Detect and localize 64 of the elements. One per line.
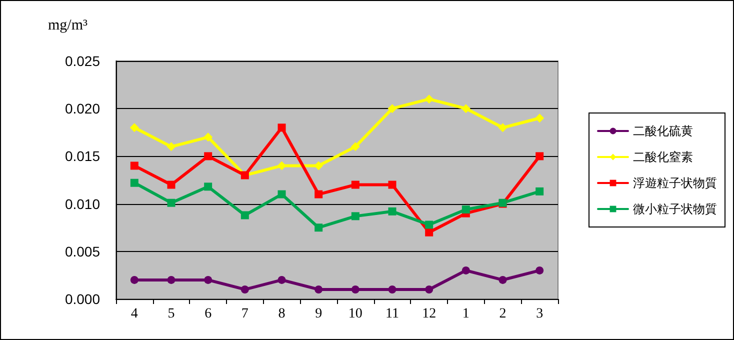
point [536,266,544,274]
point [130,276,138,284]
point [425,220,434,229]
point [350,142,360,152]
legend-label: 浮遊粒子状物質 [633,176,717,190]
x-tick-label: 2 [499,306,506,322]
y-tick-label: 0.005 [64,243,100,260]
point [388,104,397,114]
x-tick-label: 3 [536,306,544,322]
y-tick-label: 0.000 [64,291,100,307]
legend-label: 微小粒子状物質 [633,202,717,216]
point [351,180,360,189]
point [498,123,508,132]
point [278,124,286,132]
point [536,152,544,160]
x-tick-label: 8 [278,306,286,322]
x-tick-label: 4 [130,306,138,322]
point [204,276,212,284]
point [130,162,138,170]
point [166,142,176,152]
x-tick-label: 9 [315,306,322,322]
point [351,212,360,220]
point [461,104,470,114]
point [204,132,213,142]
x-tick-label: 5 [168,306,175,322]
point [130,178,138,187]
legend-label: 二酸化硫黄 [633,124,693,138]
point [351,285,360,294]
y-tick-label: 0.010 [64,196,100,212]
point [204,152,212,160]
point [535,114,544,123]
point [462,206,470,214]
point [536,187,544,196]
x-tick-label: 1 [462,306,470,322]
point [425,228,434,236]
legend-label: 二酸化窒素 [633,150,693,164]
point [167,276,176,284]
point [388,207,396,216]
y-axis-title: mg/m³ [48,18,88,34]
point [424,94,434,104]
x-tick-label: 12 [422,306,436,322]
y-tick-label: 0.020 [64,100,100,117]
x-tick-label: 6 [204,306,212,322]
point [314,190,323,198]
y-tick-label: 0.025 [64,53,100,69]
point [314,224,323,232]
point [167,180,176,189]
x-tick-label: 11 [386,306,399,322]
point [130,123,139,132]
y-tick-label: 0.015 [64,148,100,164]
point [240,211,249,220]
point [462,266,470,274]
point [278,276,286,284]
x-tick-label: 10 [348,306,362,322]
point [240,285,249,294]
point [425,285,434,294]
point [388,285,396,294]
point [314,285,323,294]
point [204,182,212,191]
point [388,180,396,189]
point [278,190,286,198]
point [498,276,507,284]
point [167,198,176,207]
x-tick-label: 7 [241,306,248,322]
